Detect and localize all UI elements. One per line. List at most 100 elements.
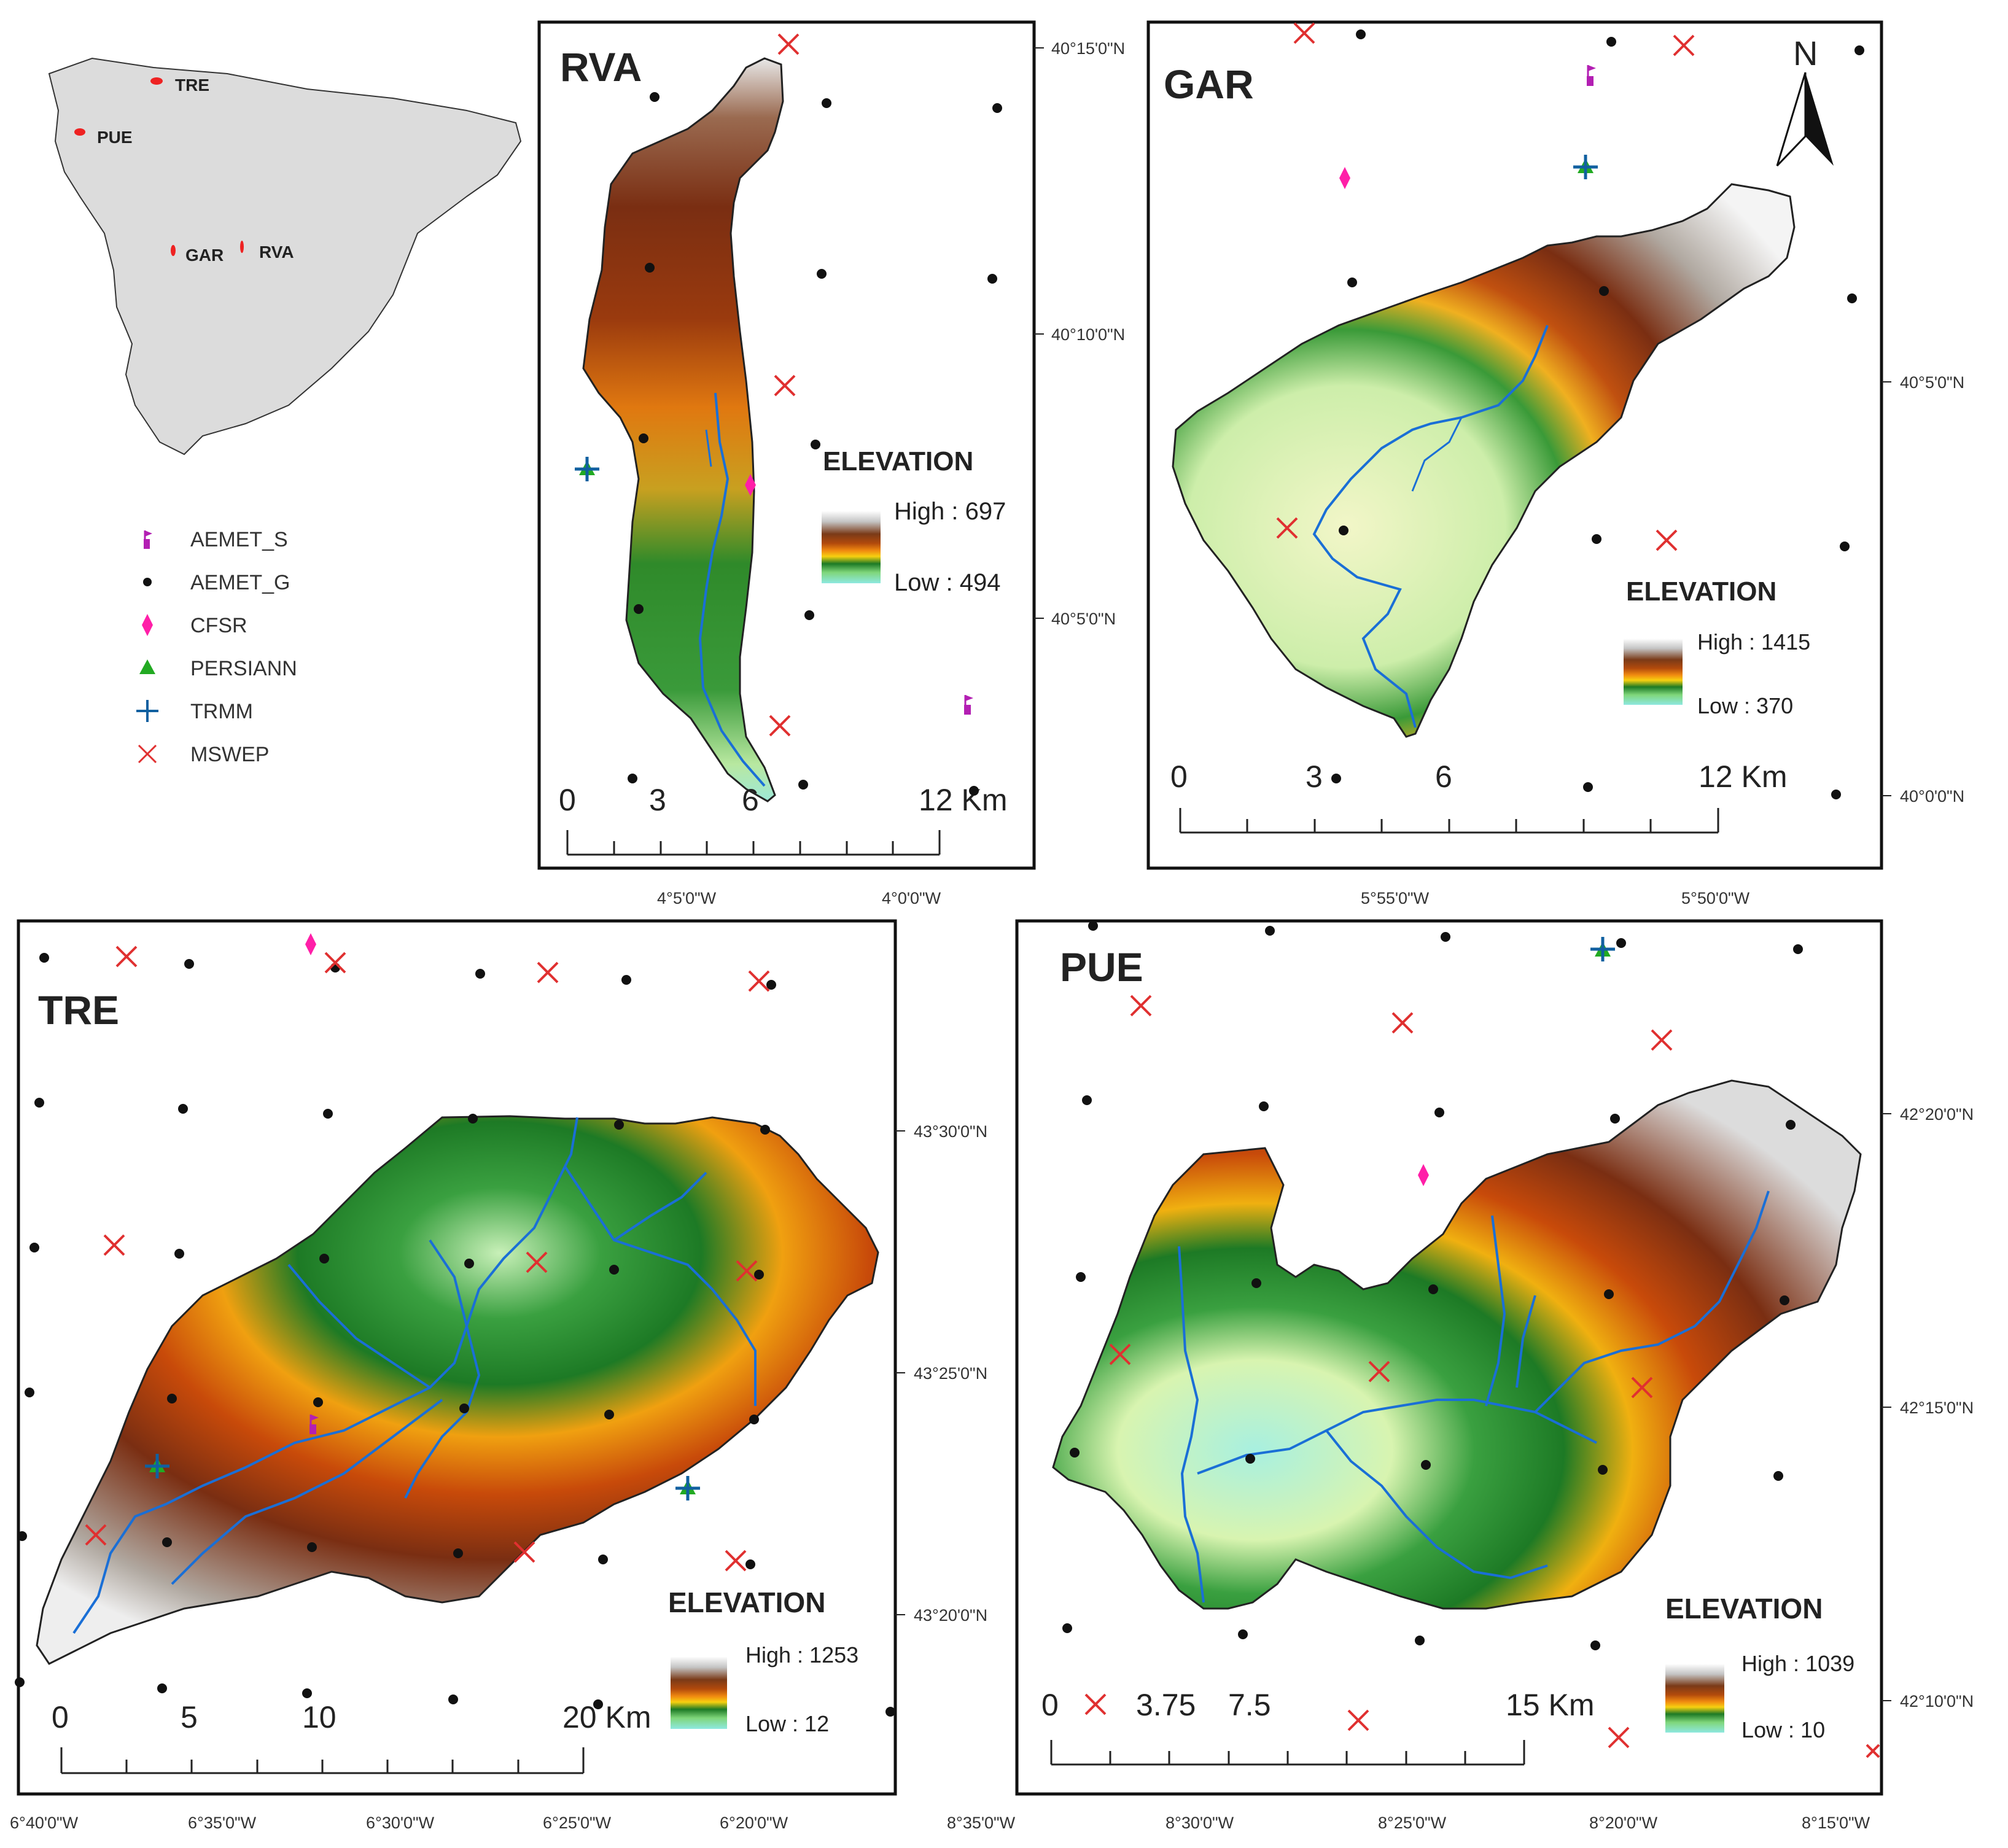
lat-label: 42°15'0"N [1900,1399,1974,1417]
mswep-cell [1673,34,1695,56]
mswep-cell [537,961,559,984]
dot-icon [143,578,152,586]
legend-label: MSWEP [190,743,269,766]
river [564,1165,757,1406]
legend-label: TRMM [190,700,253,723]
panel-title: RVA [560,44,642,90]
aemet-g-station [475,969,485,979]
aemet-g-station [604,1410,614,1419]
aemet-g-station [1793,944,1803,954]
mswep-cells [769,33,800,737]
lon-label: 8°20'0"W [1589,1814,1658,1832]
locator-label-rva: RVA [259,243,294,262]
basin-shape [1172,183,1796,738]
aemet-g-station [1847,293,1857,303]
aemet-g-station [1604,1289,1614,1299]
river [429,1239,468,1327]
elevation-ramp [822,511,881,583]
lon-label: 6°40'0"W [10,1814,79,1832]
triangle-icon [139,659,155,674]
aemet-s-station [309,1415,319,1434]
mswep-cell [1276,517,1298,539]
aemet-g-station [167,1394,177,1403]
north-arrow: N [1776,34,1834,167]
mswep-cells [1084,995,1880,1758]
aemet-g-station [15,1677,25,1687]
mswep-cell [1608,1726,1630,1749]
aemet-g-station [162,1537,172,1547]
mswep-cell [1130,995,1152,1017]
aemet-g-station [34,1098,44,1108]
x-icon [138,744,157,764]
mswep-cell [774,375,796,397]
river [171,1399,443,1585]
aemet-g-stations [1062,921,1803,1650]
elevation-title: ELEVATION [1665,1593,1823,1625]
elevation-ramp [1624,639,1683,705]
aemet-g-station [1251,1278,1261,1288]
lat-label: 43°30'0"N [914,1122,987,1141]
aemet-g-station [1428,1284,1438,1294]
aemet-g-station [1088,921,1098,931]
elevation-title: ELEVATION [823,446,973,476]
persiann-trmm-cell [675,1476,700,1501]
lat-label: 43°20'0"N [914,1606,987,1625]
lat-label: 40°5'0"N [1900,373,1964,392]
aemet-g-stations [15,953,895,1717]
scale-label: 3.75 [1136,1688,1196,1722]
elevation-low: Low : 370 [1697,693,1793,718]
aemet-g-station [1840,542,1850,551]
legend-label: AEMET_G [190,571,290,594]
aemet-g-station [628,774,637,783]
aemet-g-station [1583,782,1593,792]
elevation-low: Low : 494 [894,569,1000,596]
aemet-g-station [1599,286,1609,296]
river [1325,1429,1548,1580]
river [1535,1411,1597,1444]
aemet-g-station [639,433,648,443]
aemet-g-station [1076,1272,1086,1282]
scale-label: 12 Km [919,783,1008,817]
lat-label: 42°10'0"N [1900,1692,1974,1710]
panel-title: PUE [1060,944,1143,990]
aemet-g-station [645,263,655,273]
mswep-cell [769,715,791,737]
legend-item-mswep: MSWEP [138,743,269,766]
basin-shape [36,1115,879,1665]
aemet-g-station [634,604,644,614]
aemet-g-station [1070,1448,1080,1458]
aemet-g-station [468,1114,478,1124]
scale-label: 15 Km [1506,1688,1595,1722]
lon-label: 8°30'0"W [1165,1814,1234,1832]
aemet-g-station [817,269,827,279]
mswep-cell [324,952,346,974]
aemet-g-stations [1331,29,1864,799]
elevation-ramp [671,1656,727,1729]
flag-icon [144,530,152,549]
river [613,1171,707,1241]
cfsr-cell [745,474,756,496]
elevation-title: ELEVATION [668,1586,825,1618]
aemet-g-station [822,98,831,108]
aemet-g-station [614,1120,624,1130]
panel-gar: GAR N ELEVATION High : 1415 Low : 370 0 … [1146,20,1964,907]
scale-label: 20 Km [562,1700,652,1734]
river [404,1326,481,1499]
aemet-g-station [448,1695,458,1704]
aemet-g-stations [628,92,1002,796]
scale-label: 0 [1041,1688,1059,1722]
aemet-g-station [1415,1636,1425,1645]
aemet-g-station [178,1104,188,1114]
aemet-g-station [1786,1120,1796,1130]
lat-label: 43°25'0"N [914,1364,987,1383]
aemet-g-station [1356,29,1366,39]
basin-shape [1052,1079,1862,1610]
aemet-g-station [1238,1629,1248,1639]
scale-bar [1179,808,1719,834]
station-legend: AEMET_S AEMET_G CFSR PERSIANN TRMM [136,528,297,766]
aemet-g-station [29,1243,39,1252]
lon-label: 8°25'0"W [1378,1814,1447,1832]
aemet-g-station [1421,1460,1431,1470]
river-network [1178,1190,1770,1603]
panel-frame [537,20,1036,870]
